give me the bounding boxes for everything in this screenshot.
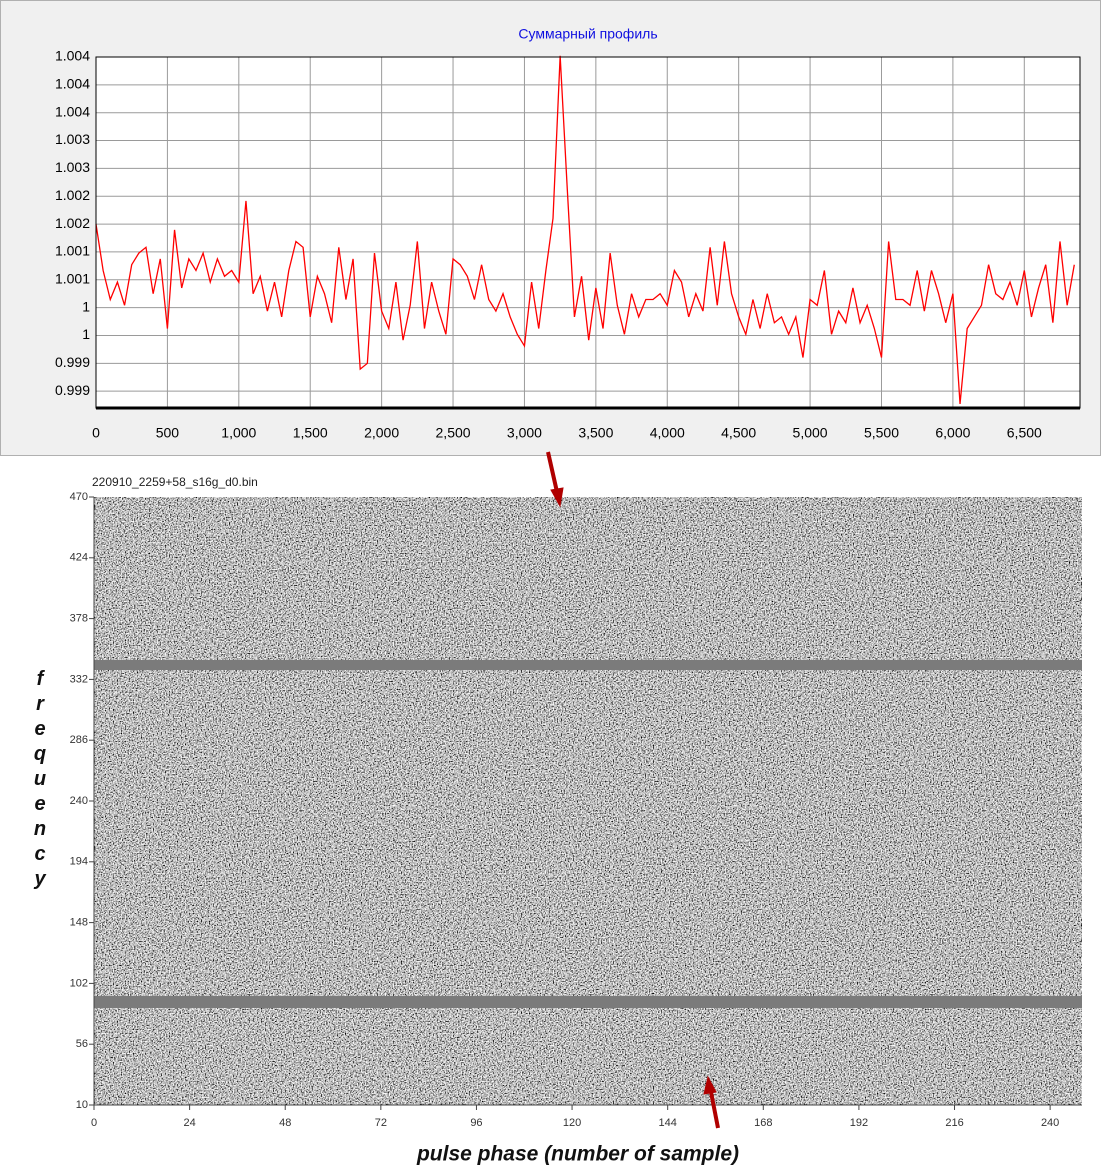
- x-tick-label: 96: [470, 1117, 482, 1129]
- x-tick-label: 144: [658, 1117, 676, 1129]
- arrow: [703, 1075, 720, 1129]
- plot-area: [96, 57, 1080, 408]
- x-tick-label: 2,500: [436, 425, 471, 441]
- x-tick-label: 500: [156, 425, 180, 441]
- y-tick-label: 0.999: [55, 382, 90, 398]
- y-tick-label: 1.003: [55, 131, 90, 147]
- y-tick-label: 424: [70, 552, 88, 564]
- y-tick-label: 470: [70, 491, 88, 503]
- y-tick-label: 1.001: [55, 243, 90, 259]
- x-tick-label: 1,000: [221, 425, 256, 441]
- x-tick-label: 2,000: [364, 425, 399, 441]
- chart-title: Суммарный профиль: [518, 26, 657, 42]
- x-tick-label: 4,000: [650, 425, 685, 441]
- y-tick-label: 378: [70, 613, 88, 625]
- y-axis-label: frequency: [29, 668, 51, 893]
- x-tick-label: 240: [1041, 1117, 1059, 1129]
- masked-band: [94, 660, 1082, 670]
- x-tick-label: 6,000: [935, 425, 970, 441]
- x-tick-label: 168: [754, 1117, 772, 1129]
- x-tick-label: 216: [945, 1117, 963, 1129]
- spectrogram-image: [94, 497, 1082, 1105]
- x-tick-label: 3,000: [507, 425, 542, 441]
- y-tick-label: 332: [70, 673, 88, 685]
- y-tick-label: 1.001: [55, 270, 90, 286]
- y-tick-label: 1.004: [55, 76, 90, 92]
- y-tick-label: 286: [70, 734, 88, 746]
- x-tick-label: 72: [375, 1117, 387, 1129]
- x-tick-label: 4,500: [721, 425, 756, 441]
- y-tick-label: 1.004: [55, 103, 90, 119]
- masked-band: [94, 996, 1082, 1008]
- data-line: [95, 55, 1075, 405]
- x-tick-label: 3,500: [578, 425, 613, 441]
- x-tick-label: 5,000: [793, 425, 828, 441]
- y-tick-label: 56: [76, 1038, 88, 1050]
- y-tick-label: 1: [82, 298, 90, 314]
- y-tick-label: 0.999: [55, 354, 90, 370]
- image-title: 220910_2259+58_s16g_d0.bin: [92, 475, 258, 489]
- y-tick-label: 1.004: [55, 48, 90, 64]
- x-tick-label: 24: [183, 1117, 195, 1129]
- x-axis-label: pulse phase (number of sample): [416, 1143, 739, 1166]
- x-tick-label: 6,500: [1007, 425, 1042, 441]
- x-tick-label: 0: [91, 1117, 97, 1129]
- arrow: [546, 451, 564, 508]
- x-tick-label: 120: [563, 1117, 581, 1129]
- y-tick-label: 1: [82, 326, 90, 342]
- x-tick-label: 48: [279, 1117, 291, 1129]
- y-tick-label: 148: [70, 917, 88, 929]
- x-tick-label: 192: [850, 1117, 868, 1129]
- y-tick-label: 102: [70, 977, 88, 989]
- y-tick-label: 194: [70, 856, 88, 868]
- x-tick-label: 5,500: [864, 425, 899, 441]
- x-tick-label: 1,500: [293, 425, 328, 441]
- x-tick-label: 0: [92, 425, 100, 441]
- y-tick-label: 240: [70, 795, 88, 807]
- y-tick-label: 1.003: [55, 159, 90, 175]
- y-tick-label: 1.002: [55, 187, 90, 203]
- y-tick-label: 1.002: [55, 215, 90, 231]
- y-tick-label: 10: [76, 1099, 88, 1111]
